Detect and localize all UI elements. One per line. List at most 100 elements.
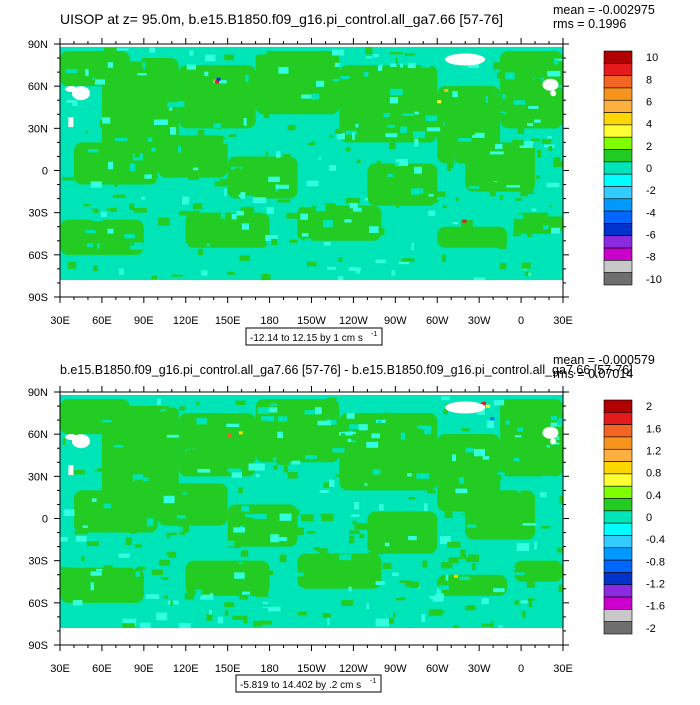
colorbar-swatch — [603, 198, 633, 212]
patch — [339, 554, 352, 561]
patch — [196, 401, 200, 405]
patch — [293, 572, 304, 577]
region-8 — [157, 135, 228, 178]
patch — [505, 72, 515, 80]
patch — [254, 491, 266, 497]
patch — [296, 140, 311, 143]
colorbar-label: 2 — [646, 401, 652, 413]
patch — [241, 223, 250, 230]
patch — [514, 600, 519, 605]
patch — [290, 417, 303, 422]
patch — [275, 123, 283, 131]
patch — [187, 508, 195, 515]
patch — [170, 600, 173, 606]
patch — [239, 230, 246, 235]
patch — [224, 188, 227, 196]
patch — [316, 203, 326, 212]
patch — [295, 425, 303, 429]
patch — [518, 518, 529, 521]
patch — [515, 424, 521, 428]
colorbar-swatch — [603, 50, 633, 64]
region-6 — [500, 51, 563, 129]
colorbar-label: -0.4 — [646, 534, 665, 546]
anomaly-speck — [454, 574, 459, 578]
patch — [200, 594, 214, 600]
patch — [511, 505, 519, 513]
patch — [517, 484, 521, 493]
patch — [329, 165, 337, 171]
patch — [442, 254, 446, 262]
x-tick-label: 60E — [92, 315, 112, 327]
patch — [305, 455, 317, 459]
anomaly-speck — [227, 434, 232, 438]
patch — [418, 84, 432, 93]
patch — [390, 88, 403, 96]
patch — [323, 242, 331, 246]
patch — [391, 270, 395, 276]
patch — [443, 408, 448, 415]
patch — [394, 162, 399, 166]
patch — [263, 113, 270, 119]
patch — [358, 424, 368, 431]
patch — [239, 580, 245, 584]
patch — [451, 454, 456, 462]
patch — [259, 620, 273, 625]
patch — [486, 420, 494, 429]
patch — [383, 112, 391, 117]
colorbar-label: 0.4 — [646, 490, 661, 502]
patch — [224, 610, 229, 617]
patch — [90, 208, 99, 213]
patch — [270, 238, 278, 245]
colorbar-swatch — [603, 63, 633, 76]
y-tick-label: 90N — [28, 387, 48, 399]
x-tick-label: 120W — [339, 663, 368, 675]
patch — [407, 63, 416, 69]
patch — [70, 221, 79, 229]
patch — [314, 99, 323, 107]
missing-island — [68, 465, 74, 476]
patch — [137, 566, 146, 571]
patch — [85, 490, 91, 496]
patch — [105, 68, 115, 72]
patch — [344, 442, 358, 450]
patch — [188, 258, 201, 266]
patch — [267, 606, 281, 612]
patch — [276, 80, 284, 86]
patch — [266, 207, 274, 214]
patch — [108, 85, 122, 88]
patch — [538, 222, 550, 227]
patch — [354, 522, 368, 530]
patch — [109, 207, 117, 212]
patch — [122, 499, 126, 502]
patch — [353, 75, 360, 80]
patch — [166, 551, 176, 556]
patch — [339, 592, 349, 598]
y-tick-label: 60S — [28, 598, 48, 610]
patch — [421, 614, 426, 623]
patch — [245, 74, 249, 83]
anomaly-speck — [437, 100, 442, 104]
patch — [455, 488, 468, 494]
colorbar-swatch — [603, 136, 633, 150]
patch — [240, 550, 249, 557]
patch — [310, 70, 319, 79]
patch — [414, 138, 419, 147]
colorbar-swatch — [603, 149, 633, 163]
patch — [511, 572, 525, 576]
colorbar-swatch — [603, 173, 633, 187]
patch — [490, 234, 503, 243]
patch — [385, 430, 392, 433]
missing-island — [65, 85, 78, 92]
patch — [332, 78, 340, 82]
patch — [516, 543, 530, 552]
patch — [384, 181, 393, 188]
map-field — [60, 392, 563, 645]
patch — [291, 460, 301, 465]
patch — [102, 149, 110, 154]
patch — [211, 194, 225, 203]
patch — [321, 77, 326, 81]
patch — [85, 230, 96, 234]
patch — [365, 46, 373, 55]
region-4 — [339, 413, 438, 491]
